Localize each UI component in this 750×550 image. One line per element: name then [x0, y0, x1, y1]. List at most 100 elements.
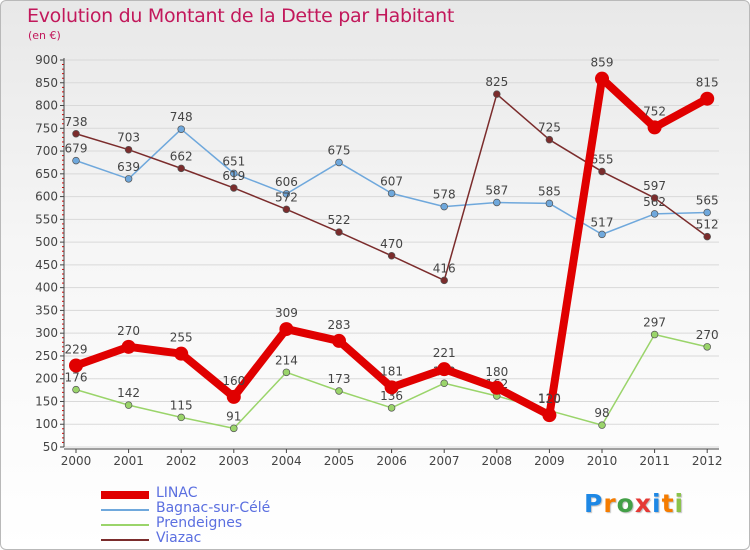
logo-letter: P — [584, 489, 604, 518]
data-point — [335, 228, 343, 236]
data-point — [598, 230, 606, 239]
data-point — [647, 120, 662, 135]
data-label: 517 — [591, 215, 614, 229]
data-point — [650, 210, 659, 218]
data-point — [226, 389, 241, 404]
data-label: 725 — [538, 121, 561, 135]
x-tick-label: 2002 — [166, 454, 197, 468]
data-point — [279, 322, 294, 337]
data-label: 522 — [328, 213, 351, 227]
data-point — [545, 135, 554, 144]
x-tick-label: 2000 — [61, 454, 92, 468]
logo-letter: i — [652, 489, 662, 518]
data-label: 585 — [538, 184, 561, 198]
y-tick-label: 650 — [35, 167, 58, 181]
data-label: 565 — [696, 194, 719, 208]
legend-swatch — [101, 509, 149, 511]
data-label: 815 — [696, 76, 719, 90]
x-tick-label: 2004 — [271, 454, 302, 468]
data-point — [124, 175, 133, 183]
data-label: 181 — [380, 364, 403, 378]
data-point — [598, 421, 606, 429]
data-point — [174, 346, 189, 361]
data-label: 679 — [65, 142, 88, 156]
data-label: 309 — [275, 306, 298, 320]
legend-swatch — [101, 539, 149, 541]
logo-letter: i — [674, 489, 685, 518]
legend-item: Viazac — [101, 530, 361, 547]
y-tick-label: 700 — [35, 144, 58, 158]
data-label: 115 — [170, 398, 193, 412]
data-point — [440, 202, 448, 211]
y-tick-label: 900 — [35, 53, 58, 67]
data-point — [542, 408, 557, 423]
data-point — [230, 184, 238, 192]
x-tick-label: 2007 — [429, 454, 460, 468]
data-label: 270 — [117, 324, 140, 338]
data-label: 578 — [433, 188, 456, 202]
x-tick-label: 2011 — [639, 454, 670, 468]
data-label: 619 — [222, 169, 245, 183]
x-tick-label: 2005 — [324, 454, 355, 468]
gridlines — [64, 59, 719, 448]
legend-label: Prendeignes — [156, 515, 243, 531]
data-label: 221 — [433, 346, 456, 360]
data-point — [598, 167, 606, 176]
data-point — [489, 380, 504, 395]
data-point — [230, 169, 238, 178]
y-tick-label: 450 — [35, 258, 58, 272]
data-point — [650, 194, 659, 202]
x-axis: 2000 2001 2002 2003 2004 2005 2006 2007 2008 2009… — [61, 448, 723, 468]
data-label: 176 — [65, 371, 88, 385]
x-tick-label: 2006 — [376, 454, 407, 468]
data-label: 597 — [643, 179, 666, 193]
logo-letter: x — [634, 489, 652, 518]
legend-label: Viazac — [156, 530, 202, 546]
data-label: 214 — [275, 353, 298, 367]
logo-letter: t — [661, 489, 675, 518]
data-label: 416 — [433, 261, 456, 275]
data-point — [595, 71, 609, 86]
series-bagnac-sur-c-l-: 679 639 748 651 606 675 607 578 587 585 517 562 565 — [65, 110, 719, 239]
data-label: 173 — [328, 372, 351, 386]
data-point — [335, 158, 343, 167]
x-tick-label: 2012 — [692, 454, 723, 468]
data-point — [440, 379, 448, 388]
series-viazac: 738 703 662 619 572 522 470 416 825 725 655 597 512 — [65, 75, 719, 285]
data-point — [69, 358, 83, 373]
chart-title: Evolution du Montant de la Dette par Hab… — [27, 5, 455, 27]
data-label: 587 — [485, 184, 508, 198]
legend-item: Prendeignes — [101, 515, 361, 532]
legend-item: Bagnac-sur-Célé — [101, 501, 361, 517]
data-point — [700, 91, 715, 106]
data-point — [493, 198, 501, 207]
data-label: 752 — [643, 104, 666, 118]
data-point — [177, 125, 185, 133]
y-tick-label: 550 — [35, 212, 58, 226]
data-point — [124, 145, 133, 154]
data-label: 825 — [485, 75, 508, 89]
data-point — [72, 156, 80, 165]
data-point — [384, 380, 399, 395]
x-tick-label: 2008 — [482, 454, 513, 468]
data-label: 120 — [538, 392, 561, 406]
data-point — [177, 164, 185, 173]
data-point — [387, 404, 396, 412]
x-tick-label: 2001 — [113, 454, 144, 468]
data-point — [703, 232, 711, 241]
y-tick-label: 350 — [35, 303, 58, 317]
chart-subtitle: (en €) — [28, 29, 61, 42]
data-label: 655 — [591, 153, 614, 167]
data-label: 606 — [275, 175, 298, 189]
data-label: 562 — [643, 195, 666, 209]
chart-legend: LINAC Bagnac-sur-Célé Prendeignes Viazac — [101, 486, 361, 547]
data-label: 738 — [65, 115, 88, 129]
data-point — [387, 189, 396, 198]
data-label: 703 — [117, 131, 140, 145]
data-point — [437, 362, 452, 377]
data-point — [282, 368, 291, 377]
data-point — [332, 333, 346, 348]
y-tick-label: 800 — [35, 99, 58, 113]
